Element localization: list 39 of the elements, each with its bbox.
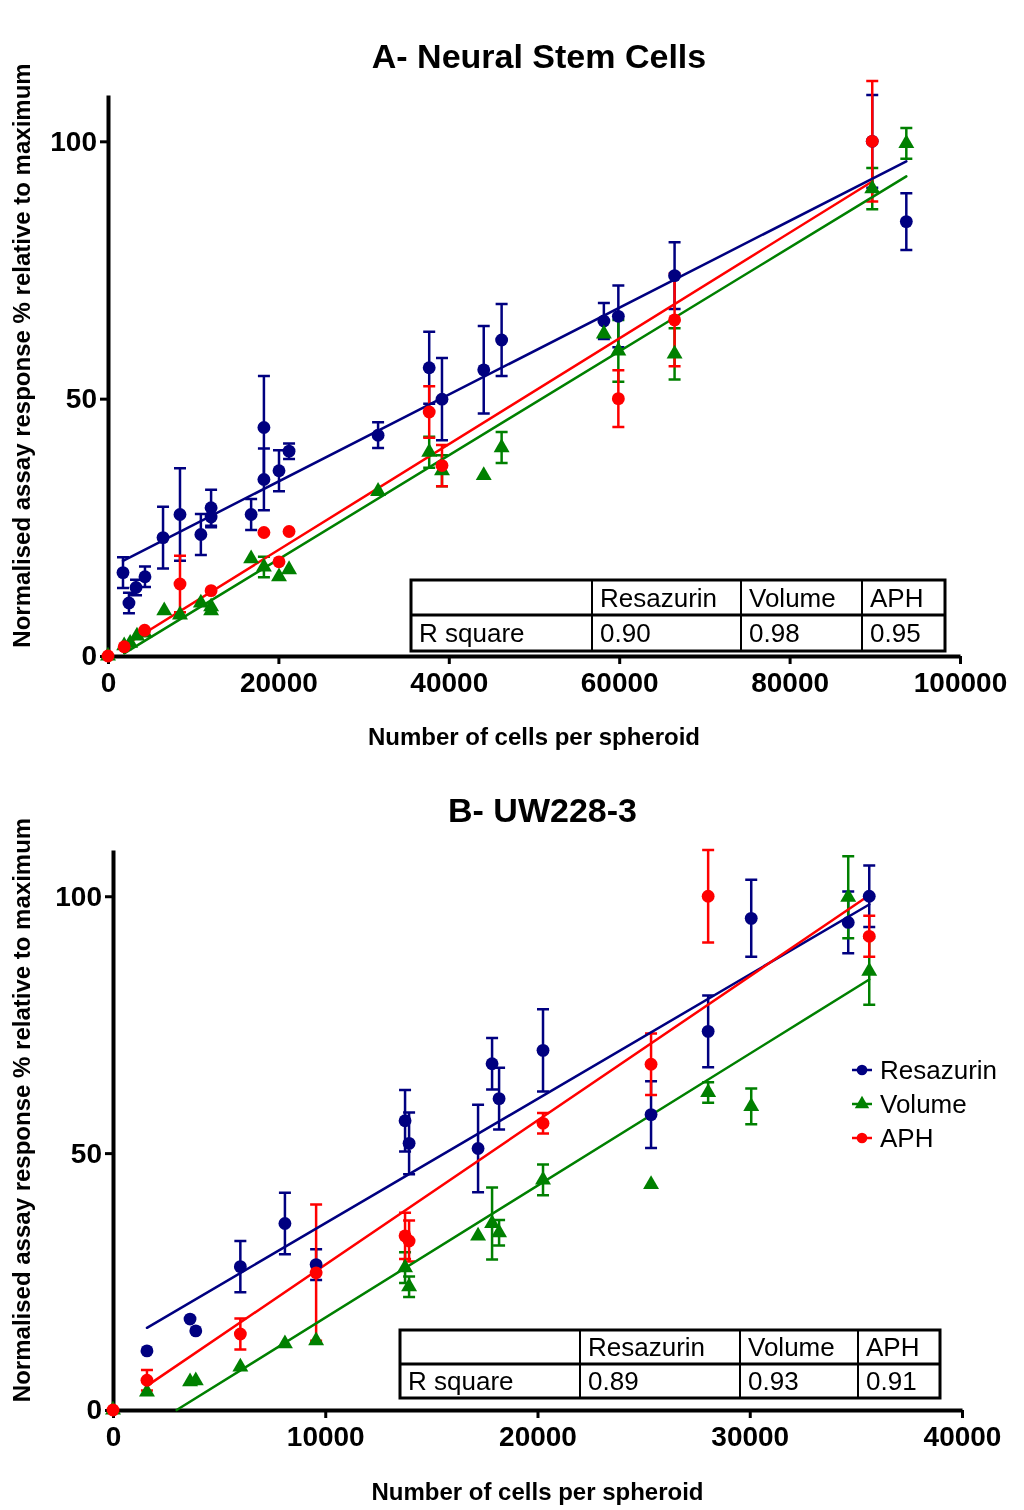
x-tick-label: 40000 [410, 667, 489, 699]
x-tick-label: 40000 [923, 1421, 1002, 1453]
annotation: Volume [748, 1332, 835, 1362]
x-tick-label: 20000 [499, 1421, 577, 1453]
annotation: 0.91 [866, 1366, 917, 1396]
y-tick-label: 100 [50, 125, 97, 157]
x-tick-label: 100000 [913, 667, 1008, 699]
y-tick-label: 50 [70, 1137, 102, 1169]
x-tick-label: 10000 [286, 1421, 365, 1453]
y-tick-label: 0 [81, 640, 97, 672]
x-tick-label: 80000 [751, 667, 830, 699]
y-tick-label: 50 [65, 383, 97, 415]
y-axis-title: Normalised assay response % relative to maximum [8, 817, 35, 1403]
x-tick-label: 20000 [239, 667, 318, 699]
annotation: 0.98 [749, 618, 800, 648]
legend-label: Resazurin [880, 1055, 998, 1085]
x-axis-title: Number of cells per spheroid [367, 723, 701, 750]
legend-label: Volume [880, 1089, 967, 1119]
y-axis-title: Normalised assay response % relative to maximum [8, 63, 35, 648]
annotation: APH [870, 582, 924, 613]
annotation: Resazurin [600, 582, 718, 613]
x-tick-label: 60000 [580, 667, 659, 699]
annotation: Resazurin [588, 1332, 706, 1362]
annotation: R square [419, 618, 525, 648]
x-tick-label: 0 [105, 1421, 122, 1453]
chart-title: A- Neural Stem Cells [371, 37, 707, 75]
legend-label: APH [880, 1123, 934, 1153]
x-tick-label: 30000 [711, 1421, 790, 1453]
annotation: 0.89 [588, 1366, 639, 1396]
annotation: 0.90 [600, 618, 651, 648]
y-tick-label: 100 [55, 880, 102, 912]
annotation: APH [866, 1332, 920, 1362]
annotation: 0.93 [748, 1366, 799, 1396]
annotation: Volume [749, 582, 836, 613]
annotation: 0.95 [870, 618, 921, 648]
y-tick-label: 0 [86, 1394, 102, 1426]
annotation: R square [408, 1366, 514, 1396]
x-axis-title: Number of cells per spheroid [371, 1478, 704, 1505]
chart-title: B- UW228-3 [448, 791, 637, 829]
